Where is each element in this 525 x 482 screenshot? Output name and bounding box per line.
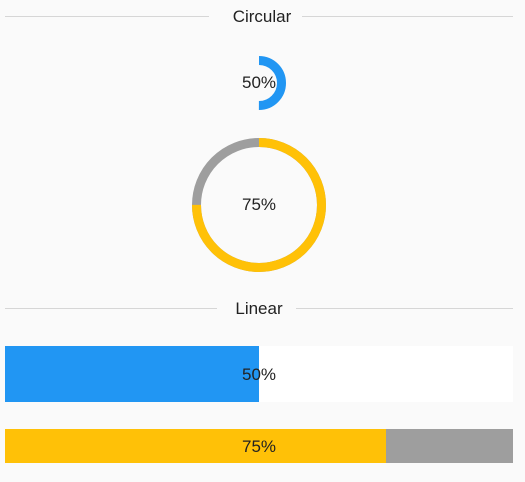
linear-progress-75-label: 75%: [241, 437, 277, 456]
divider-line: [302, 16, 513, 17]
linear-progress-50: 50%: [5, 346, 513, 402]
circular-progress-75: 75%: [191, 137, 327, 273]
circular-progress-50-graphic: [232, 56, 286, 110]
linear-progress-50-fill: [5, 346, 259, 402]
divider-line: [5, 308, 217, 309]
linear-section-header: Linear: [5, 297, 513, 321]
linear-section-title: Linear: [235, 299, 283, 318]
circular-section-title: Circular: [232, 7, 292, 26]
circular-section-header: Circular: [5, 5, 513, 29]
circular-progress-50-label: 50%: [241, 73, 277, 92]
linear-progress-75-fill: [5, 429, 386, 463]
circular-progress-50: 50%: [230, 54, 288, 112]
circular-progress-75-graphic: [192, 138, 326, 272]
divider-line: [296, 308, 513, 309]
linear-progress-50-label: 50%: [241, 365, 277, 384]
linear-progress-75: 75%: [5, 429, 513, 463]
circular-progress-arc: [192, 138, 326, 272]
circular-progress-75-label: 75%: [241, 195, 277, 214]
divider-line: [5, 16, 209, 17]
circular-progress-arc: [232, 56, 286, 110]
